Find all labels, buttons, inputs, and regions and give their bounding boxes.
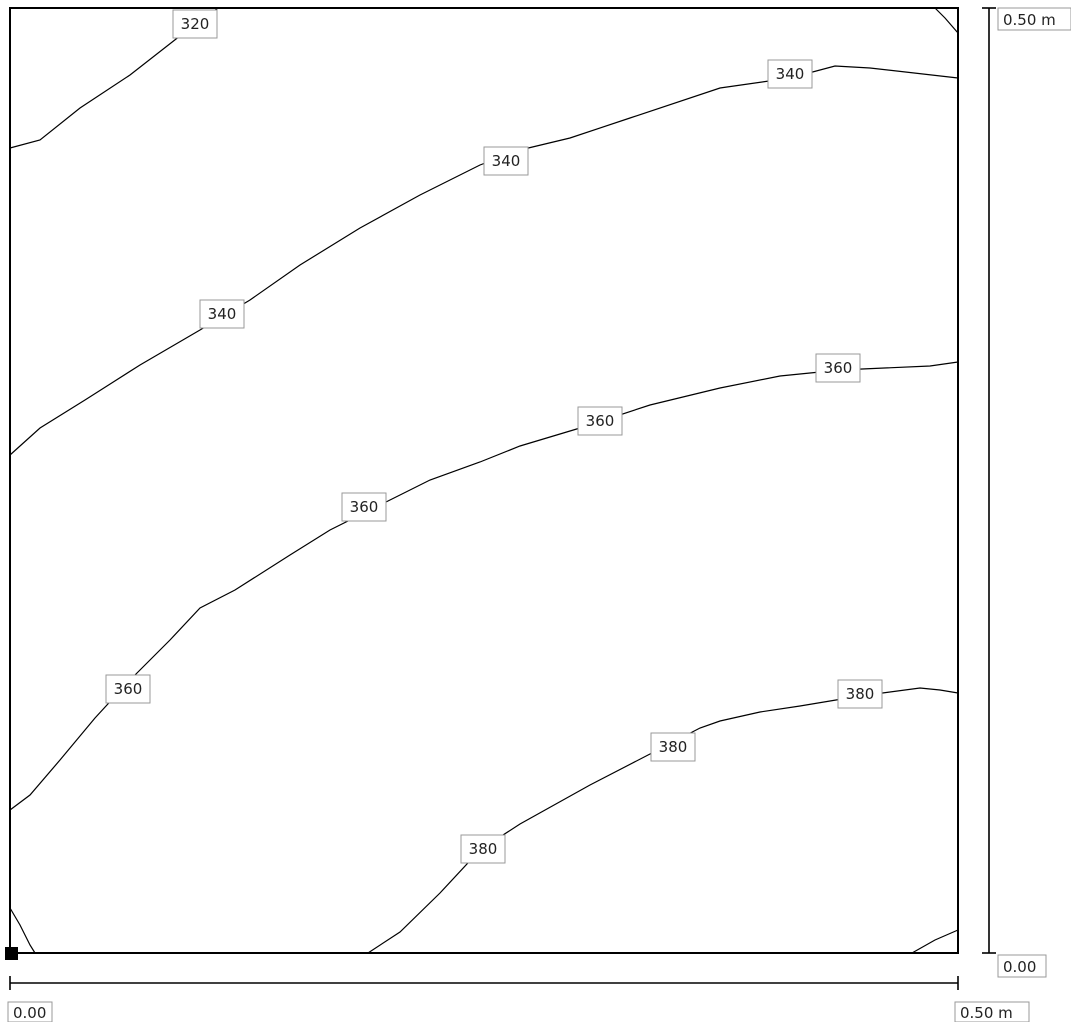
contour-label-lbl-360-a-text: 360 [586,412,615,430]
contour-label-c380: 380 [837,679,883,709]
x-end-label: 0.50 m [960,1004,1013,1022]
contour-label-c320-top-box [172,9,218,39]
contour-label-c340-upper-text: 340 [776,65,805,83]
contour-line-corner-br [911,929,959,954]
contour-line-corner-bl [9,907,36,954]
contour-line-c340-upper [9,65,959,456]
contour-label-lbl-380-a-text: 380 [659,738,688,756]
contour-line-c380 [367,687,959,954]
contour-label-lbl-360-c-box [105,674,151,704]
y-dimension: 0.50 m 0.00 [982,7,1071,978]
contour-label-lbl-360-b: 360 [341,492,387,522]
x-start-label: 0.00 [13,1004,46,1022]
contour-label-lbl-380-b-box [460,834,506,864]
contour-label-c320-top-text: 320 [181,15,210,33]
contour-line-c360 [9,361,959,811]
contour-label-c340-upper-box [767,59,813,89]
contour-label-c360-text: 360 [824,359,853,377]
y-end-label: 0.50 m [1003,11,1056,29]
contour-label-c320-top: 320 [172,9,218,39]
y-end-label-box [997,7,1071,31]
contour-label-lbl-340-a: 340 [483,146,529,176]
plot-frame [9,7,959,954]
contour-line-corner-tr [934,7,959,34]
contour-label-lbl-360-c-text: 360 [114,680,143,698]
contour-label-lbl-340-b-text: 340 [208,305,237,323]
contour-label-lbl-360-c: 360 [105,674,151,704]
contour-label-lbl-380-a-box [650,732,696,762]
contour-label-lbl-360-a: 360 [577,406,623,436]
contour-label-lbl-380-b: 380 [460,834,506,864]
contour-label-layer: 320 340 360 380 340 340 360 360 360 380 380 [105,9,883,864]
contour-label-c340-upper: 340 [767,59,813,89]
x-dimension: 0.00 0.50 m [7,976,1030,1023]
contour-label-lbl-340-b-box [199,299,245,329]
contour-label-c360: 360 [815,353,861,383]
contour-label-lbl-360-b-text: 360 [350,498,379,516]
y-start-label: 0.00 [1003,958,1036,976]
origin-marker [5,947,18,960]
contour-label-lbl-340-a-box [483,146,529,176]
contour-label-lbl-340-a-text: 340 [492,152,521,170]
contour-label-lbl-380-a: 380 [650,732,696,762]
contour-label-c380-text: 380 [846,685,875,703]
y-start-label-box [997,954,1047,978]
contour-label-lbl-360-b-box [341,492,387,522]
contour-label-lbl-380-b-text: 380 [469,840,498,858]
contour-label-lbl-360-a-box [577,406,623,436]
contour-label-c380-box [837,679,883,709]
contour-label-lbl-340-b: 340 [199,299,245,329]
contour-label-c360-box [815,353,861,383]
